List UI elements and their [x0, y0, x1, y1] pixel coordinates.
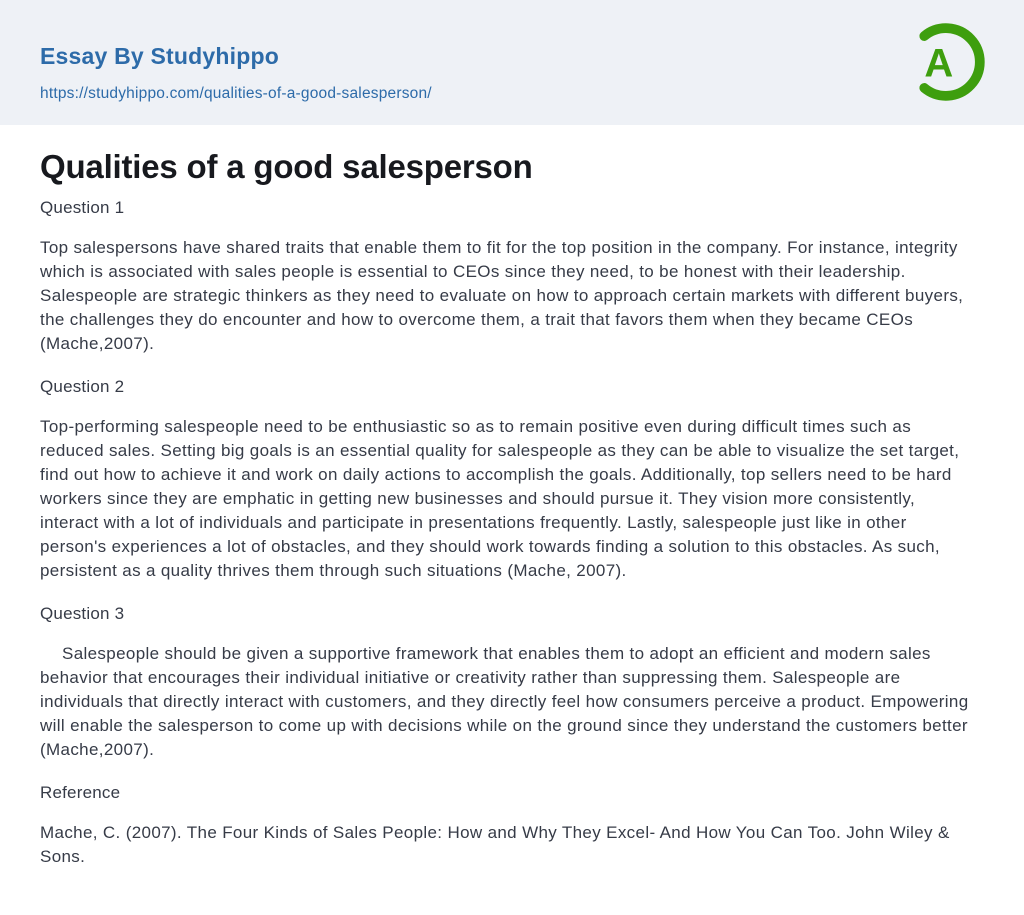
page-url: https://studyhippo.com/qualities-of-a-go…: [40, 85, 432, 102]
essay-content: Qualities of a good salesperson Question…: [0, 147, 1024, 869]
site-title: Essay By Studyhippo: [40, 43, 279, 69]
page-header: Essay By Studyhippo https://studyhippo.c…: [0, 0, 1024, 125]
section-reference: Reference Mache, C. (2007). The Four Kin…: [40, 780, 978, 869]
page-title: Qualities of a good salesperson: [40, 148, 533, 185]
section-label: Question 3: [40, 604, 125, 623]
section-paragraph: Salespeople should be given a supportive…: [40, 644, 969, 759]
section-question-2: Question 2 Top-performing salespeople ne…: [40, 374, 978, 583]
section-paragraph: Top salespersons have shared traits that…: [40, 238, 964, 353]
section-paragraph: Top-performing salespeople need to be en…: [40, 417, 960, 580]
section-label: Question 2: [40, 377, 125, 396]
section-question-3: Question 3 Salespeople should be given a…: [40, 601, 978, 762]
reference-citation: Mache, C. (2007). The Four Kinds of Sale…: [40, 823, 950, 866]
section-label: Reference: [40, 783, 121, 802]
section-label: Question 1: [40, 198, 125, 217]
studyhippo-logo[interactable]: A: [905, 21, 987, 103]
logo-letter: A: [924, 41, 953, 85]
section-question-1: Question 1 Top salespersons have shared …: [40, 195, 978, 356]
logo-arc-icon: A: [919, 23, 985, 101]
